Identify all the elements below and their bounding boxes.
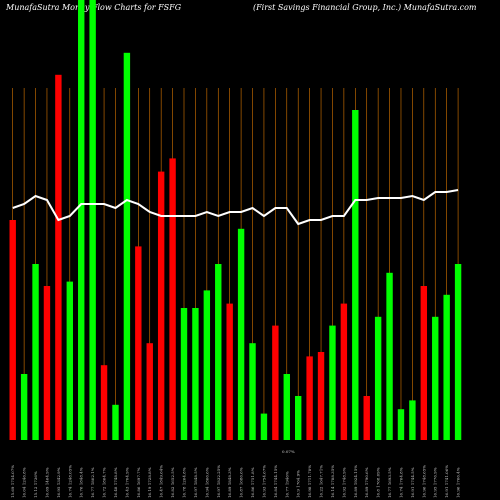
bar xyxy=(157,171,165,440)
x-tick-label: 16.77 1802.1% xyxy=(90,467,95,498)
bar xyxy=(169,158,176,440)
x-tick-label: 16.89 1790.6% xyxy=(364,467,369,498)
x-tick-label: 16.97 1848.5% xyxy=(193,467,198,498)
bar xyxy=(135,246,142,440)
bar xyxy=(192,308,199,440)
x-tick-label: 15.12 1736% xyxy=(33,471,38,498)
x-tick-label: 16.74 1764.8% xyxy=(398,467,403,498)
bar xyxy=(32,264,39,440)
x-tick-label: 16.22 1647.71% xyxy=(319,465,324,498)
bar xyxy=(283,374,290,440)
bar xyxy=(180,308,188,440)
x-tick-label: 16.84 1744.15% xyxy=(273,465,278,498)
x-tick-label: 16.86 1751.8% xyxy=(250,467,255,498)
x-tick-label: 16.86 1697.7% xyxy=(136,467,141,498)
bar xyxy=(237,228,245,440)
bar xyxy=(55,74,62,441)
x-tick-label: 16.95 1776.9% xyxy=(433,467,438,498)
bar xyxy=(363,396,370,440)
x-tick-label: 16.87 1686.6% xyxy=(239,467,244,498)
x-tick-label: 16.93 1754.67% xyxy=(261,465,266,498)
company-name: (First Savings Financial Group, Inc.) Mu… xyxy=(253,3,477,12)
x-tick-label: 16.89 1924.15% xyxy=(353,465,358,498)
bar xyxy=(146,343,153,440)
x-tick-label: 16.77 1946% xyxy=(284,471,289,498)
x-tick-label: 16.82 1652.5% xyxy=(170,467,175,498)
bar xyxy=(329,325,336,440)
bar xyxy=(226,303,233,440)
bar xyxy=(420,286,428,440)
bar xyxy=(89,0,96,440)
x-tick-label: 16.96 1766.4% xyxy=(456,467,461,498)
bar xyxy=(409,400,416,440)
x-tick-label: 16.98 1711.78% xyxy=(307,465,312,498)
bar xyxy=(66,281,73,440)
x-tick-label: 16.19 1728.8% xyxy=(147,467,152,498)
x-tick-label: 16.89 1848.3% xyxy=(227,467,232,498)
bar xyxy=(100,365,108,440)
bar xyxy=(203,290,211,440)
x-tick-label: 16.43 1704.9% xyxy=(124,467,129,498)
x-tick-label: 16.96 1748.65% xyxy=(421,465,426,498)
x-tick-label: 16.77 1693.5% xyxy=(387,467,392,498)
bar xyxy=(386,272,393,440)
bar xyxy=(432,316,439,440)
bar xyxy=(20,374,28,440)
bar xyxy=(43,286,51,440)
bar xyxy=(9,220,16,440)
x-tick-label: 16.92 1748.9% xyxy=(341,467,346,498)
x-tick-label: 16.47 1849.64% xyxy=(159,465,164,498)
x-tick-label: 16.9 1764.9% xyxy=(296,470,301,498)
bar xyxy=(352,110,359,440)
bar xyxy=(112,404,119,440)
x-tick-label: 16.04 1246.8% xyxy=(22,467,27,498)
x-tick-label: 16.74 1248.05% xyxy=(67,465,72,498)
bar xyxy=(295,396,302,440)
bar xyxy=(454,264,462,440)
x-tick-label: 16.69 1464.9% xyxy=(44,467,49,498)
x-tick-label: 16.72 1864.7% xyxy=(102,467,107,498)
bar xyxy=(249,343,256,440)
x-tick-label: 16.97 1832.25% xyxy=(216,465,221,498)
bar xyxy=(272,325,279,440)
bar xyxy=(374,316,382,440)
x-tick-label: 16.14 1788.35% xyxy=(330,465,335,498)
x-tick-label: 15.69 1754.07% xyxy=(10,465,15,498)
bar xyxy=(397,409,405,440)
bar xyxy=(317,352,325,440)
x-tick-label: 16.8 1768.09% xyxy=(376,467,381,498)
bar xyxy=(215,264,222,440)
bar xyxy=(340,303,348,440)
series-line xyxy=(12,189,459,226)
x-tick-label: 16.78 1264.8% xyxy=(182,467,187,498)
bar xyxy=(78,0,85,440)
x-tick-label: 16.48 1748.8% xyxy=(113,467,118,498)
bar xyxy=(123,52,131,441)
bar xyxy=(260,413,268,440)
x-tick-label: 16.76 1848.4% xyxy=(79,467,84,498)
bar xyxy=(306,356,313,440)
x-tick-label: 16.94 1866.6% xyxy=(204,467,209,498)
bar xyxy=(443,294,450,440)
x-tick-label: 16.91 1744.5% xyxy=(410,467,415,498)
x-tick-label: 16.91 1741.06% xyxy=(444,465,449,498)
x-tick-label: 16.95 1342.9% xyxy=(56,467,61,498)
annotation-label: 0.07% xyxy=(282,449,295,454)
